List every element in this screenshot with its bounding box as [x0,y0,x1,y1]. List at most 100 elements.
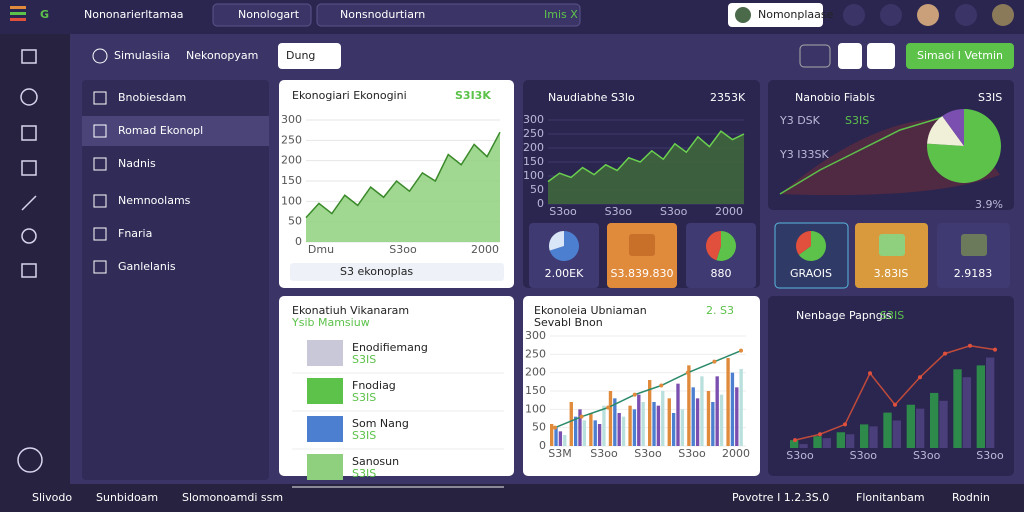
nav-item[interactable]: Bnobiesdam [118,91,186,104]
trend-point [793,438,797,443]
bar [860,424,869,448]
app-title: Nononarierltamaa [84,8,184,21]
bar [676,383,680,446]
label: Sunbidoam [96,491,158,504]
bar [846,434,855,448]
bar [656,405,661,446]
x-tick-label: S3oo [678,447,706,460]
pie-slice [549,231,580,262]
bar [608,391,613,446]
icon-button[interactable] [843,4,865,26]
bar [637,394,641,446]
search-box[interactable] [316,3,581,27]
bar [962,377,971,448]
line [305,131,501,219]
y-tick-label: 0 [539,439,546,452]
label: S3IS [845,114,869,127]
nav-item[interactable]: Fnaria [118,227,152,240]
nav-icon [93,194,107,208]
trend-point [579,414,584,419]
x-tick-label: 2000 [715,205,743,218]
y-tick-label: 0 [295,235,302,248]
item-thumb [307,340,343,366]
nav-item[interactable]: Nadnis [118,157,156,170]
nav-icon [93,91,107,105]
avatar[interactable] [992,4,1014,26]
bar [892,420,901,448]
label: 3.9% [975,198,1003,211]
bar [711,402,715,446]
nav-icon [93,260,107,274]
y-tick-label: 250 [281,133,302,146]
area [306,132,500,242]
logo [10,12,26,15]
pie-slice [706,231,721,261]
x-tick-label: S3oo [660,205,688,218]
label: Slomonoamdi ssm [182,491,283,504]
icon-button[interactable] [799,44,831,68]
y-tick-label: 100 [523,169,544,182]
label: Ekonogiari Ekonogini [292,89,407,102]
trend-point [968,343,972,348]
trend-point [918,375,922,380]
trend-point [739,348,743,353]
y-tick-label: 50 [530,183,544,196]
icon-button[interactable] [955,4,977,26]
label: Nenbage Papngis [796,309,892,322]
bar [569,402,573,446]
y-tick-label: 150 [281,174,302,187]
logo [10,6,26,9]
bar [739,369,743,446]
bar [719,394,724,446]
icon-button[interactable] [880,4,902,26]
sidebar-icons[interactable] [17,49,43,473]
nav-item[interactable]: Ganlelanis [118,260,176,273]
label: 2353K [710,91,746,104]
label: Rodnin [952,491,990,504]
nav-item[interactable]: Romad Ekonopl [118,124,203,137]
bar [799,444,808,448]
dropdown-button[interactable] [278,43,341,69]
label: Slivodo [32,491,72,504]
item-thumb [307,416,343,442]
search-box[interactable] [212,3,312,27]
icon-button[interactable] [838,43,862,69]
x-tick-label: 2000 [471,243,499,256]
profile-button[interactable] [728,3,823,27]
bar [628,405,632,446]
avatar[interactable] [917,4,939,26]
bar [986,357,995,448]
nav-item[interactable]: Nemnoolams [118,194,191,207]
bar [976,365,985,448]
bar [822,438,831,448]
x-tick-label: S3oo [605,205,633,218]
bar [667,398,671,446]
y-tick-label: 300 [523,113,544,126]
action-button[interactable] [906,43,1014,69]
bar [735,387,739,446]
x-tick-label: S3oo [913,449,941,462]
bar [869,426,878,448]
trend-point [632,392,637,397]
icon-button[interactable] [867,43,895,69]
y-tick-label: 300 [525,329,546,342]
label: Sanosun [352,455,399,468]
bar [726,358,730,446]
nav-icon [93,227,107,241]
x-tick-label: Dmu [308,243,334,256]
avatar [735,7,751,23]
nav-icon [93,124,107,138]
label: S3IS [352,467,376,480]
bar [661,391,665,446]
bar [930,392,939,448]
bar [558,431,563,446]
bar [563,435,567,446]
label: Ekonoleia Ubniaman [534,304,647,317]
bar [691,387,695,446]
search-tag: Imis X [544,8,578,21]
header-icon [92,48,108,64]
y-tick-label: 200 [523,141,544,154]
x-tick-label: S3oo [850,449,878,462]
label: S3 ekonoplas [340,265,413,278]
